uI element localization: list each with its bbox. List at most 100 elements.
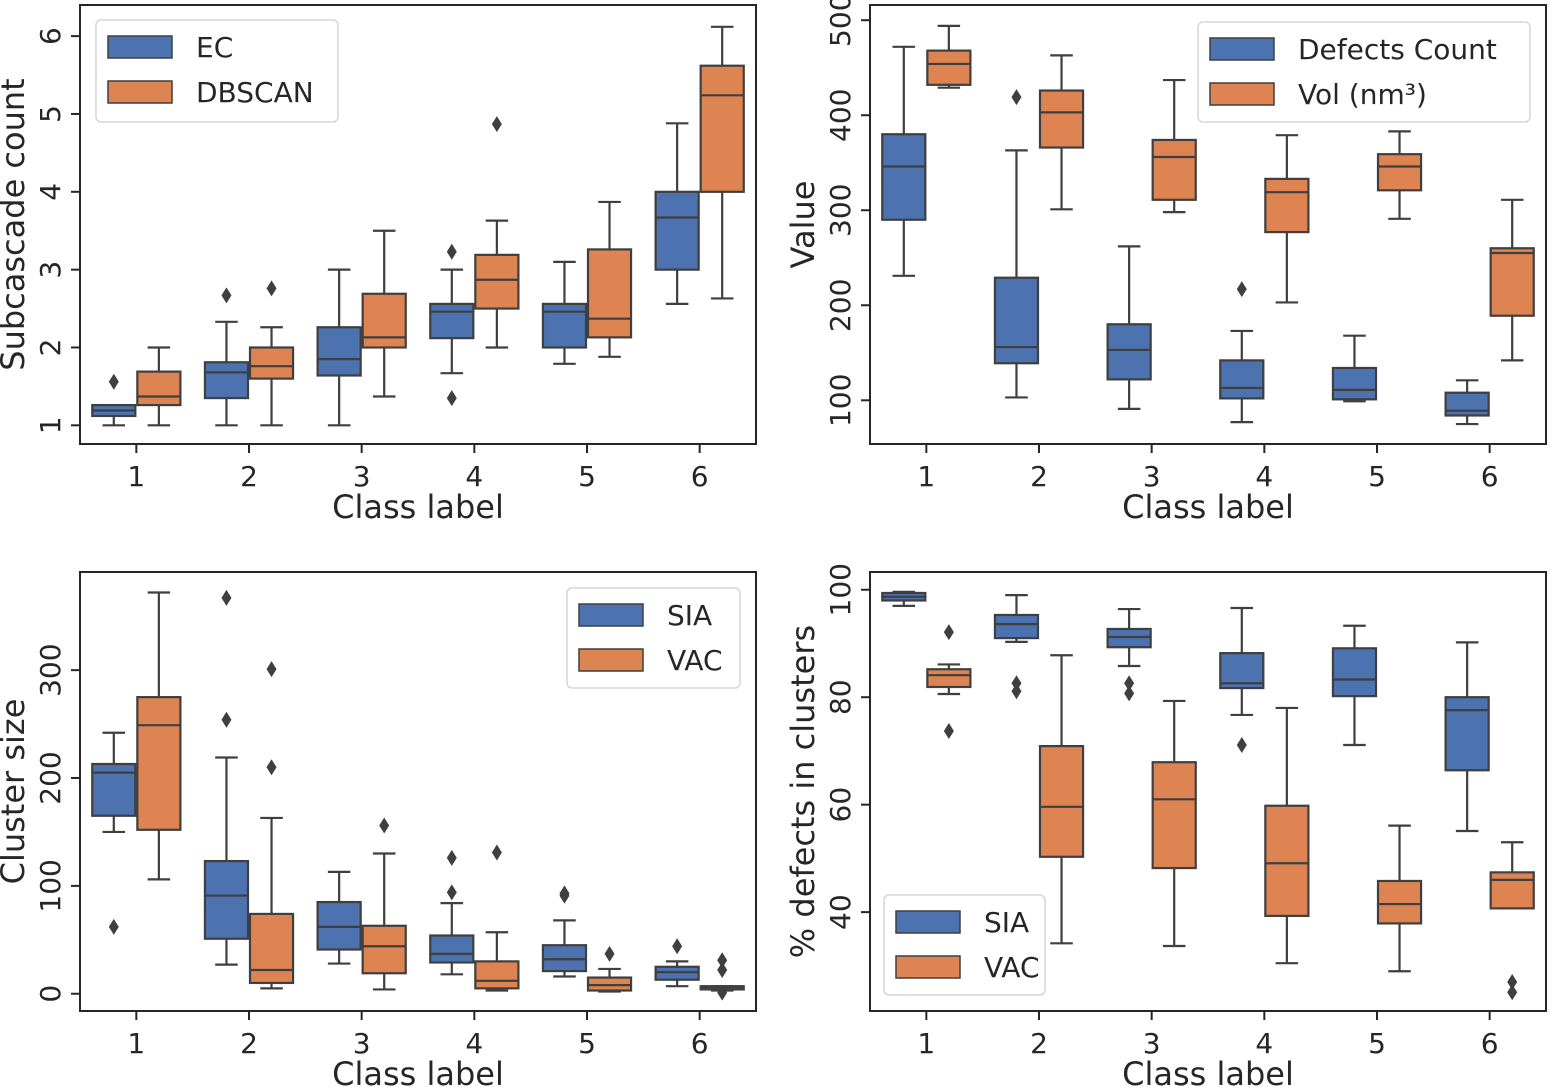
- outlier-point: [221, 589, 232, 606]
- box-iqr: [203, 361, 250, 400]
- box-iqr: [1151, 761, 1197, 870]
- outlier-point: [491, 844, 502, 861]
- legend-label: VAC: [984, 951, 1040, 984]
- legend: Defects Count Vol (nm³): [1197, 21, 1531, 123]
- x-tick-label: 6: [1481, 1027, 1499, 1060]
- box-iqr: [1038, 744, 1085, 858]
- x-tick-label: 3: [353, 460, 371, 493]
- box-vac-5: [586, 945, 633, 993]
- x-axis-label: Class label: [1122, 1055, 1294, 1087]
- box-ec-1: [91, 373, 137, 427]
- y-tick-label: 300: [824, 184, 857, 237]
- outlier-point: [604, 945, 615, 962]
- x-tick-label: 4: [1255, 460, 1273, 493]
- x-tick-label: 1: [917, 1027, 935, 1060]
- y-tick-label: 40: [824, 894, 857, 930]
- box-iqr: [203, 859, 250, 940]
- box-vol-nm--3: [1151, 78, 1197, 214]
- legend-label: SIA: [667, 599, 712, 632]
- y-tick-label: 200: [824, 279, 857, 332]
- y-tick-label: 80: [824, 679, 857, 715]
- box-iqr: [926, 49, 972, 86]
- box-iqr: [136, 370, 182, 407]
- box-iqr: [1038, 89, 1085, 149]
- chart-panel-3: 1 2 3 4 5 6 0 100 200 300 Class label Cluster size S…: [0, 571, 757, 1087]
- outlier-point: [266, 661, 277, 678]
- x-tick-label: 5: [1368, 460, 1386, 493]
- axes-frame: [869, 4, 1547, 445]
- y-tick-label: 100: [34, 859, 67, 912]
- y-tick-label: 100: [824, 563, 857, 616]
- legend-label: SIA: [984, 906, 1029, 939]
- x-tick-label: 1: [917, 460, 935, 493]
- x-tick-label: 2: [240, 460, 258, 493]
- box-iqr: [654, 190, 700, 271]
- box-sia-6: [654, 938, 700, 988]
- box-sia-4: [429, 849, 475, 976]
- x-tick-label: 5: [578, 1027, 596, 1060]
- box-vol-nm--5: [1376, 130, 1423, 220]
- x-tick-label: 1: [127, 1027, 145, 1060]
- box-iqr: [474, 253, 520, 310]
- x-tick-label: 6: [691, 1027, 709, 1060]
- x-tick-label: 3: [1143, 1027, 1161, 1060]
- outlier-point: [266, 280, 277, 297]
- x-axis-label: Class label: [332, 1055, 504, 1087]
- outlier-point: [717, 952, 728, 969]
- legend-swatch-orange: [578, 648, 644, 672]
- box-vol-nm--4: [1264, 134, 1310, 304]
- box-vac-2: [1038, 654, 1085, 945]
- y-tick-label: 500: [824, 0, 857, 47]
- box-sia-1: [881, 590, 927, 607]
- outlier-point: [717, 962, 728, 979]
- box-ec-3: [316, 268, 362, 427]
- box-ec-2: [203, 287, 250, 427]
- outlier-point: [1011, 89, 1022, 106]
- box-iqr: [316, 326, 362, 377]
- box-vol-nm--1: [926, 24, 972, 89]
- box-ec-5: [541, 260, 588, 365]
- outlier-point: [943, 723, 954, 740]
- box-defects-count-3: [1106, 245, 1152, 410]
- legend-label: VAC: [667, 644, 723, 677]
- x-tick-label: 6: [691, 460, 709, 493]
- y-tick-label: 2: [34, 339, 67, 357]
- box-iqr: [993, 613, 1040, 640]
- box-iqr: [1106, 323, 1152, 381]
- x-tick-label: 5: [578, 460, 596, 493]
- box-iqr: [1376, 153, 1423, 192]
- box-vac-6: [1489, 841, 1535, 1001]
- axes-frame: [79, 571, 757, 1012]
- box-iqr: [1331, 647, 1378, 698]
- box-iqr: [541, 302, 588, 349]
- box-iqr: [1489, 871, 1535, 910]
- x-tick-label: 2: [1030, 460, 1048, 493]
- x-tick-label: 4: [1255, 1027, 1273, 1060]
- outlier-point: [1124, 675, 1135, 692]
- box-defects-count-4: [1219, 281, 1265, 424]
- legend-swatch-blue: [578, 603, 644, 627]
- box-defects-count-6: [1444, 379, 1490, 426]
- x-tick-label: 5: [1368, 1027, 1386, 1060]
- axes-frame: [79, 4, 757, 445]
- y-tick-label: 4: [34, 183, 67, 201]
- outlier-point: [266, 759, 277, 776]
- box-sia-2: [203, 589, 250, 966]
- box-vac-2: [248, 661, 295, 990]
- y-tick-label: 3: [34, 261, 67, 279]
- box-defects-count-1: [881, 45, 927, 277]
- chart-panel-1: 1 2 3 4 5 6 1 2 3 4 5 6 Class label Subcascade count E…: [0, 4, 757, 526]
- legend: EC DBSCAN: [95, 19, 339, 123]
- legend: SIA VAC: [566, 587, 741, 689]
- box-iqr: [1376, 879, 1423, 925]
- x-axis-label: Class label: [332, 488, 504, 526]
- legend-swatch-orange: [895, 955, 961, 979]
- outlier-point: [446, 884, 457, 901]
- box-dbscan-1: [136, 346, 182, 427]
- y-tick-label: 400: [824, 88, 857, 141]
- box-iqr: [926, 668, 972, 689]
- box-vac-6: [699, 952, 745, 1001]
- outlier-point: [717, 984, 728, 1001]
- y-tick-label: 5: [34, 105, 67, 123]
- box-iqr: [1331, 366, 1378, 401]
